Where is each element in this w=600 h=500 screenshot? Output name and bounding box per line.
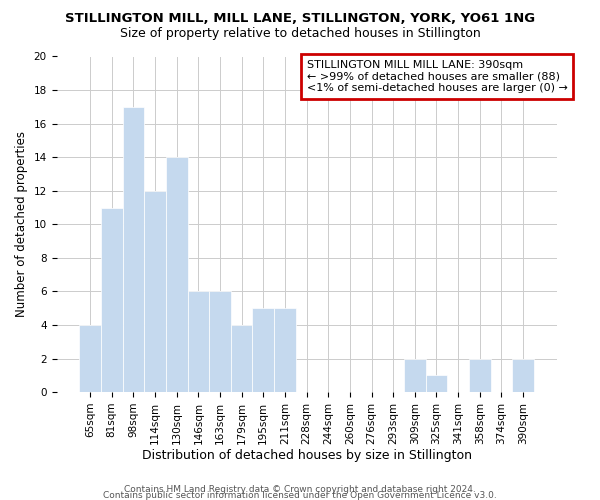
Text: Size of property relative to detached houses in Stillington: Size of property relative to detached ho… bbox=[119, 28, 481, 40]
Bar bbox=[144, 190, 166, 392]
Text: Contains HM Land Registry data © Crown copyright and database right 2024.: Contains HM Land Registry data © Crown c… bbox=[124, 485, 476, 494]
Bar bbox=[404, 358, 425, 392]
Bar bbox=[101, 208, 122, 392]
Bar bbox=[166, 157, 188, 392]
Bar bbox=[469, 358, 491, 392]
Bar bbox=[274, 308, 296, 392]
Bar bbox=[253, 308, 274, 392]
Bar bbox=[231, 325, 253, 392]
Bar bbox=[425, 376, 447, 392]
Y-axis label: Number of detached properties: Number of detached properties bbox=[15, 132, 28, 318]
Bar bbox=[209, 292, 231, 392]
Bar bbox=[79, 325, 101, 392]
Bar bbox=[188, 292, 209, 392]
Text: Contains public sector information licensed under the Open Government Licence v3: Contains public sector information licen… bbox=[103, 491, 497, 500]
Text: STILLINGTON MILL, MILL LANE, STILLINGTON, YORK, YO61 1NG: STILLINGTON MILL, MILL LANE, STILLINGTON… bbox=[65, 12, 535, 26]
Text: STILLINGTON MILL MILL LANE: 390sqm
← >99% of detached houses are smaller (88)
<1: STILLINGTON MILL MILL LANE: 390sqm ← >99… bbox=[307, 60, 568, 93]
X-axis label: Distribution of detached houses by size in Stillington: Distribution of detached houses by size … bbox=[142, 450, 472, 462]
Bar bbox=[122, 107, 144, 392]
Bar bbox=[512, 358, 534, 392]
